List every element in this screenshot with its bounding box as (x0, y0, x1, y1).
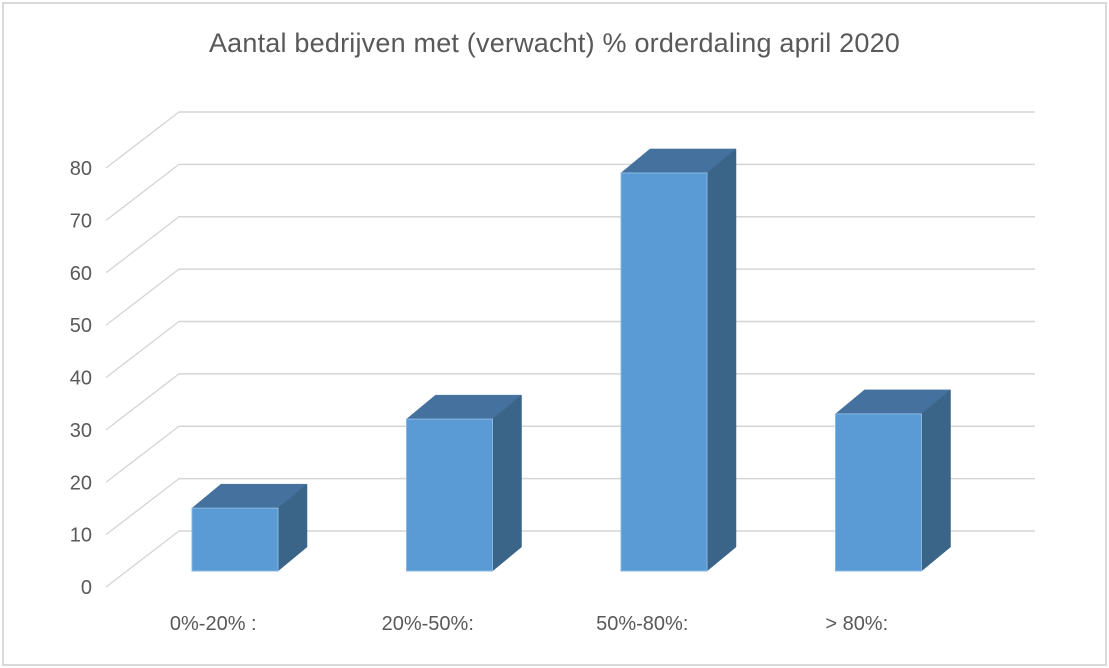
y-tick-label: 80 (70, 158, 92, 180)
chart-title: Aantal bedrijven met (verwacht) % orderd… (208, 28, 901, 58)
gridline (105, 216, 1035, 274)
gridline (105, 477, 1035, 536)
category-label: 0%-20% : (170, 613, 257, 635)
gridline (105, 268, 1035, 326)
y-tick-label: 10 (70, 525, 92, 547)
y-tick-label: 40 (70, 368, 92, 390)
bar-front-face (835, 413, 922, 572)
gridline (105, 373, 1035, 431)
y-tick-label: 0 (81, 577, 92, 599)
bar-front-face (191, 507, 279, 572)
y-tick-label: 20 (70, 472, 92, 494)
y-tick-label: 30 (70, 420, 92, 442)
bar-side-face (492, 394, 522, 572)
category-label: > 80%: (825, 613, 888, 635)
bar-front-face (620, 172, 708, 572)
y-tick-label: 50 (70, 315, 92, 337)
y-tick-label: 60 (70, 263, 92, 285)
bar-side-face (706, 148, 737, 572)
bar-side-face (921, 389, 951, 572)
gridline (105, 425, 1035, 483)
gridline (105, 111, 1035, 169)
category-label: 50%-80%: (596, 613, 688, 635)
gridline (105, 163, 1035, 221)
gridline (105, 530, 1035, 588)
bar-front-face (406, 418, 493, 572)
category-label: 20%-50%: (382, 613, 474, 635)
y-tick-label: 70 (70, 210, 92, 232)
gridline (105, 320, 1035, 379)
